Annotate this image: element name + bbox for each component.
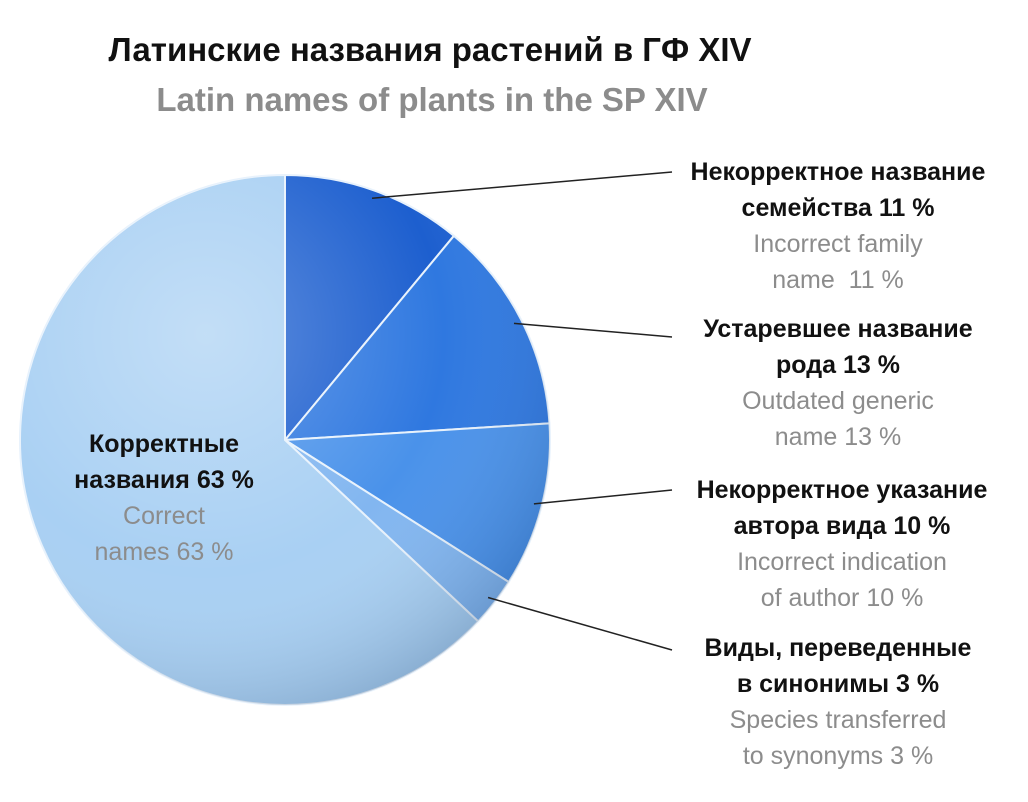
slice-label-genus-en-0: Outdated generic (742, 387, 934, 415)
slice-label-family-ru-1: семейства 11 % (742, 194, 935, 222)
slice-label-correct-ru-1: названия 63 % (74, 466, 254, 494)
slice-label-correct-en-0: Correct (123, 502, 205, 530)
slice-label-author-ru-1: автора вида 10 % (734, 512, 951, 540)
leader-line-author (533, 489, 673, 505)
slice-label-correct-en-1: names 63 % (95, 538, 234, 566)
leader-line-genus (513, 322, 673, 338)
chart-subtitle: Latin names of plants in the SP XIV (156, 81, 707, 118)
slice-label-family-en-1: name 11 % (772, 266, 904, 294)
slice-label-family-ru-0: Некорректное название (691, 158, 986, 186)
slice-label-genus-ru-0: Устаревшее название (703, 315, 972, 343)
slice-labels: Некорректное название семейства 11 % Incor… (74, 158, 987, 770)
slice-label-synonyms-en-1: to synonyms 3 % (743, 742, 933, 770)
slice-label-author-en-1: of author 10 % (761, 584, 924, 612)
leader-line-synonyms (487, 596, 673, 651)
slice-label-genus-en-1: name 13 % (775, 423, 901, 451)
slice-label-author-ru-0: Некорректное указание (697, 476, 988, 504)
chart-title: Латинские названия растений в ГФ XIV (108, 31, 751, 68)
slice-label-synonyms-ru-0: Виды, переведенные (705, 634, 972, 662)
slice-label-synonyms-en-0: Species transferred (730, 706, 947, 734)
leader-lines (371, 171, 673, 651)
slice-label-synonyms-ru-1: в синонимы 3 % (737, 670, 939, 698)
slice-label-correct-ru-0: Корректные (89, 430, 239, 458)
slice-label-author-en-0: Incorrect indication (737, 548, 947, 576)
slice-label-family-en-0: Incorrect family (753, 230, 923, 258)
leader-line-family (371, 171, 673, 199)
slice-label-genus-ru-1: рода 13 % (776, 351, 900, 379)
